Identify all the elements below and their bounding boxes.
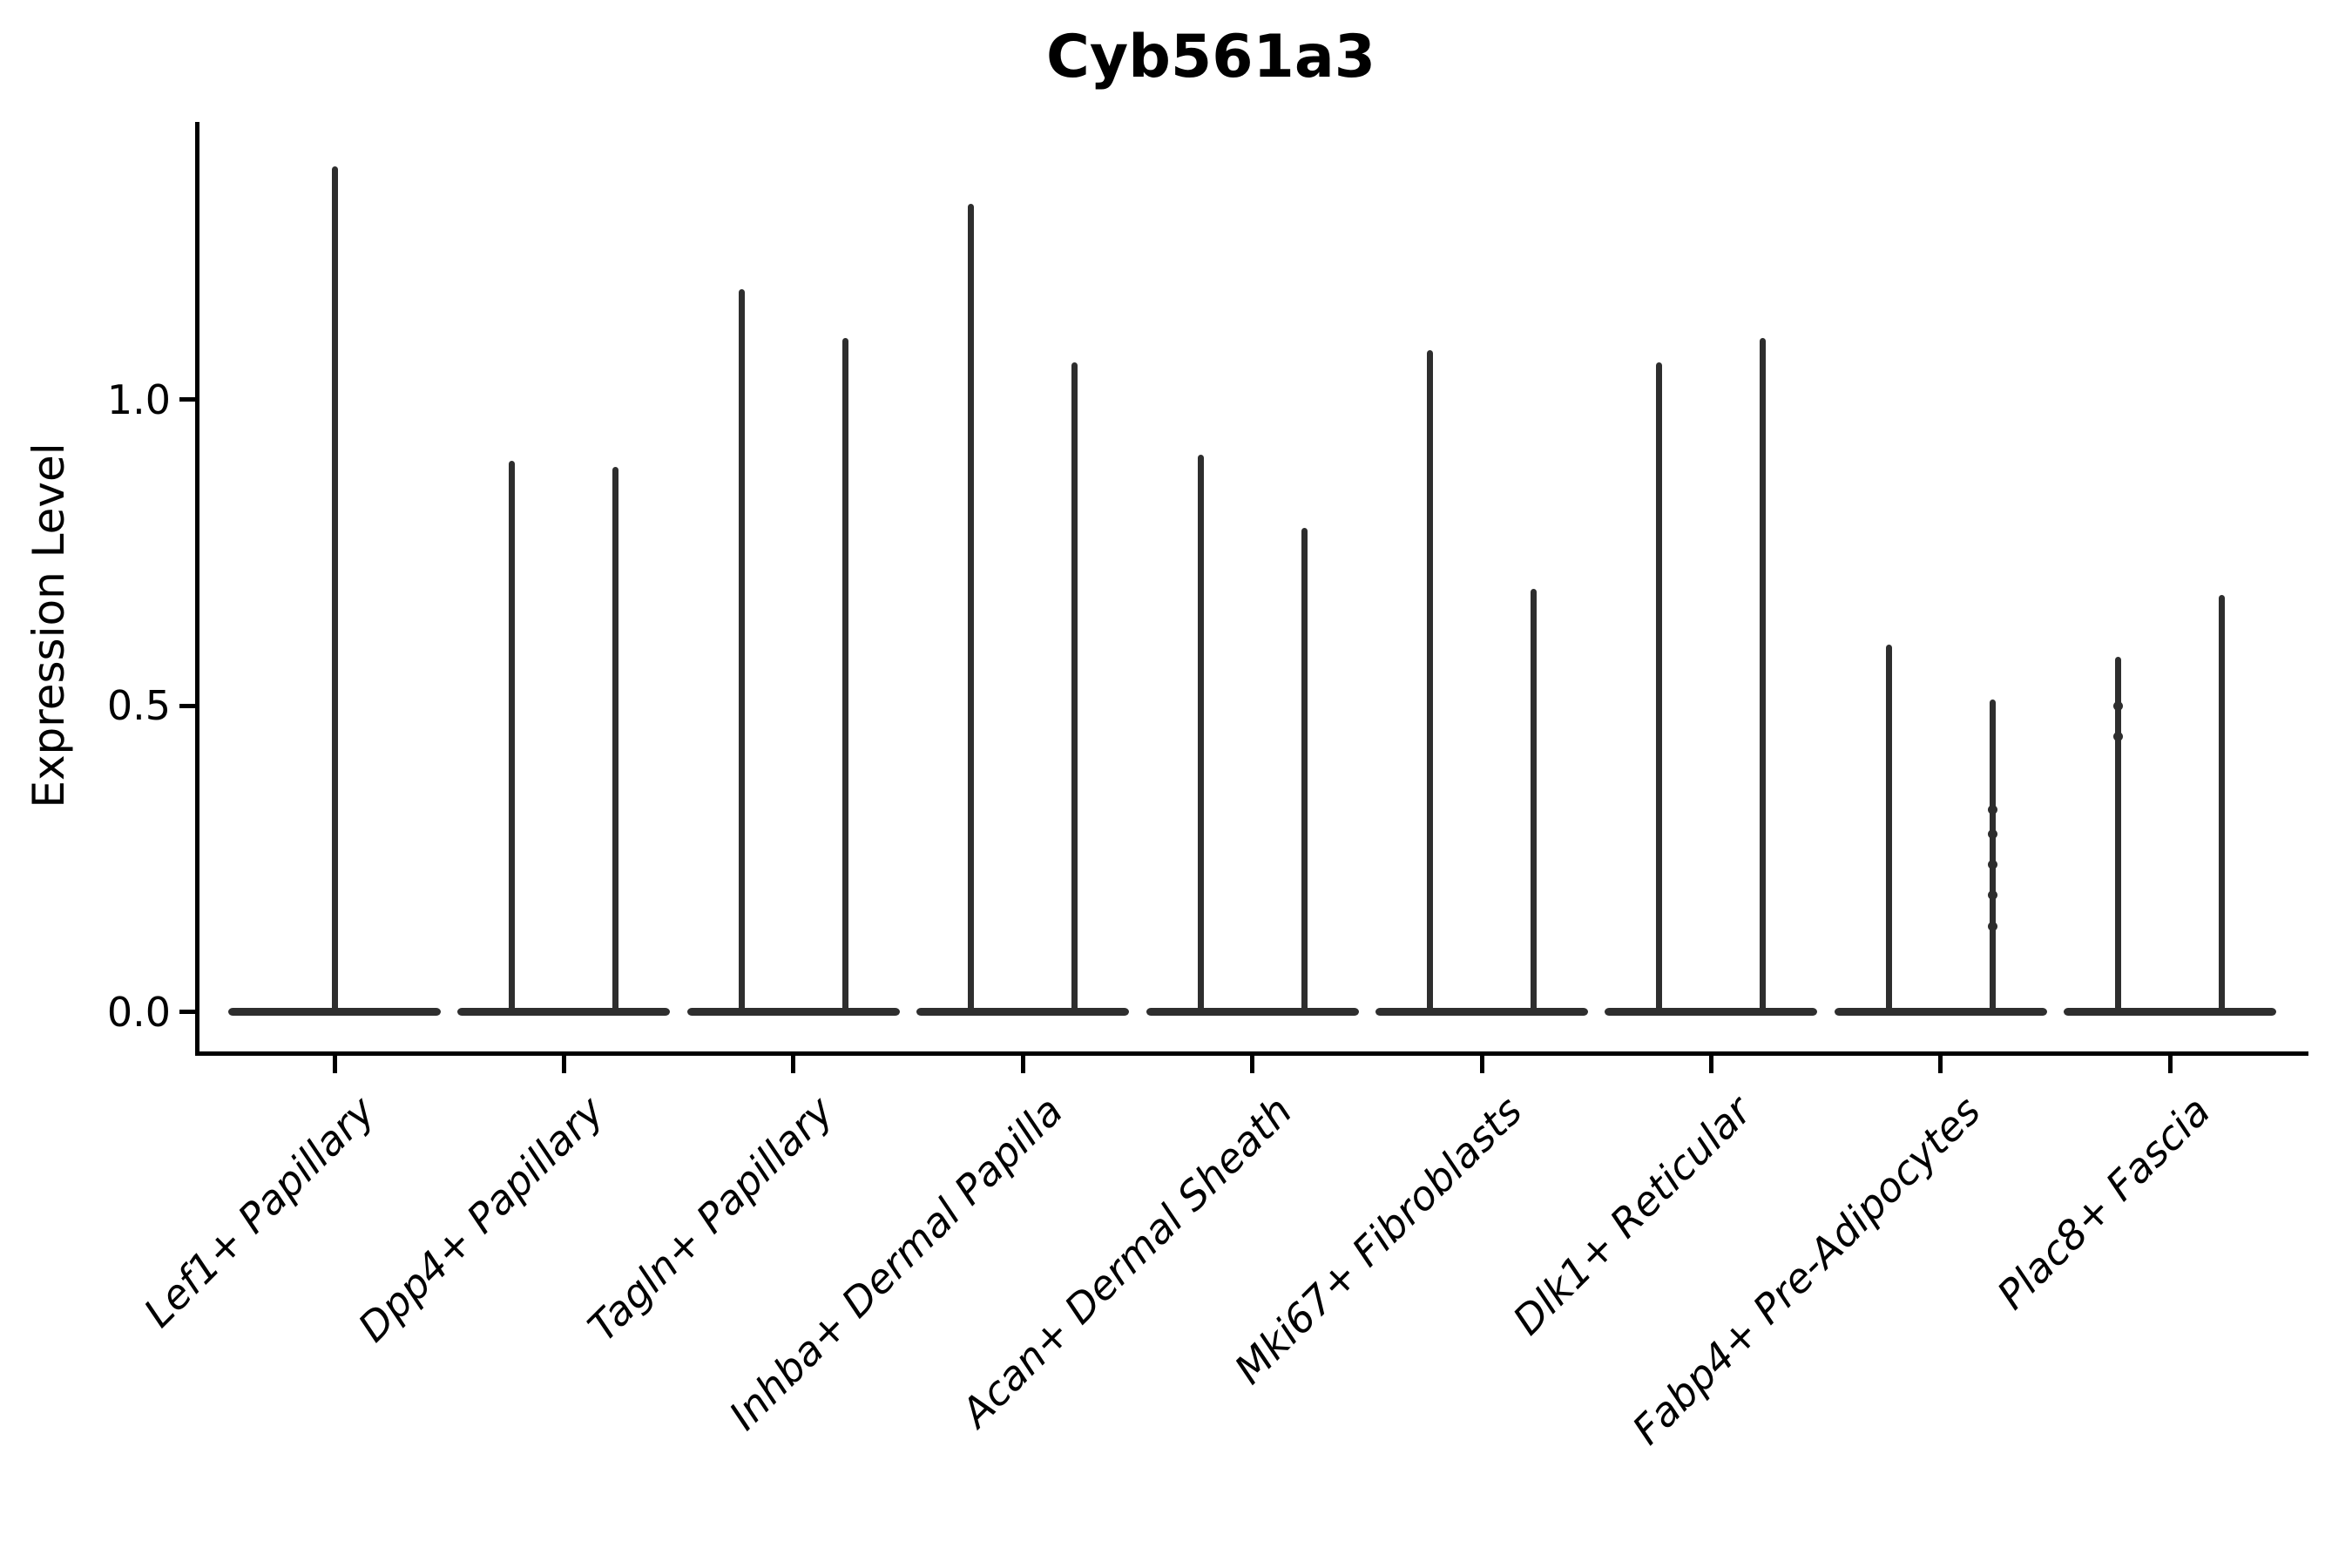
jitter-point: [2113, 731, 2124, 741]
jitter-point: [1987, 890, 1997, 901]
violin-tail: [1760, 338, 1767, 1016]
x-tick-mark: [1479, 1056, 1484, 1073]
y-tick-mark: [179, 397, 195, 402]
violin-tail: [2219, 595, 2226, 1016]
violin-tail: [1197, 454, 1204, 1016]
x-tick-label: Lef1+ Papillary: [134, 1087, 384, 1336]
x-tick-label: Plac8+ Fascia: [1988, 1087, 2220, 1319]
x-tick-mark: [1938, 1056, 1943, 1073]
x-tick-label: Tagln+ Papillary: [578, 1087, 842, 1351]
jitter-point: [2113, 700, 2124, 711]
x-tick-mark: [1708, 1056, 1713, 1073]
y-tick-label: 0.0: [106, 988, 171, 1036]
jitter-point: [1987, 829, 1997, 840]
x-tick-label: Dlk1+ Reticular: [1503, 1087, 1761, 1344]
violin-tail: [1301, 528, 1308, 1016]
jitter-point: [1987, 921, 1997, 931]
violin-base: [1834, 1008, 2047, 1016]
chart-title: Cyb561a3: [1045, 23, 1376, 91]
violin-base: [2064, 1008, 2277, 1016]
violin-tail: [509, 460, 516, 1016]
left-axis-spine: [195, 122, 199, 1056]
violin-tail: [612, 466, 619, 1016]
x-tick-mark: [1250, 1056, 1255, 1073]
violin-base: [686, 1008, 900, 1016]
violin-tail: [1885, 644, 1892, 1016]
violin-base: [1375, 1008, 1588, 1016]
x-tick-label: Dpp4+ Papillary: [348, 1087, 613, 1351]
x-tick-mark: [561, 1056, 566, 1073]
violin-tail: [1071, 362, 1078, 1016]
y-tick-label: 1.0: [106, 375, 171, 423]
violin-tail: [738, 288, 745, 1016]
violin-tail: [1989, 699, 1996, 1016]
violin-base: [457, 1008, 671, 1016]
violin-tail: [1656, 362, 1663, 1016]
violin-tail: [331, 166, 338, 1016]
violin-base: [916, 1008, 1130, 1016]
y-axis-label: Expression Level: [24, 443, 74, 808]
y-tick-label: 0.5: [106, 682, 171, 729]
bottom-axis-spine: [195, 1051, 2308, 1056]
jitter-point: [1987, 860, 1997, 870]
jitter-point: [1987, 805, 1997, 814]
x-tick-mark: [1020, 1056, 1025, 1073]
violin-base: [1605, 1008, 1818, 1016]
x-tick-mark: [332, 1056, 337, 1073]
x-tick-mark: [791, 1056, 796, 1073]
violin-tail: [1427, 350, 1433, 1016]
violin-tail: [2115, 656, 2122, 1016]
y-tick-mark: [179, 703, 195, 708]
violin-tail: [841, 338, 848, 1016]
x-tick-mark: [2167, 1056, 2173, 1073]
violin-tail: [968, 203, 975, 1016]
y-tick-mark: [179, 1010, 195, 1014]
violin-tail: [1531, 589, 1537, 1016]
violin-base: [1146, 1008, 1359, 1016]
